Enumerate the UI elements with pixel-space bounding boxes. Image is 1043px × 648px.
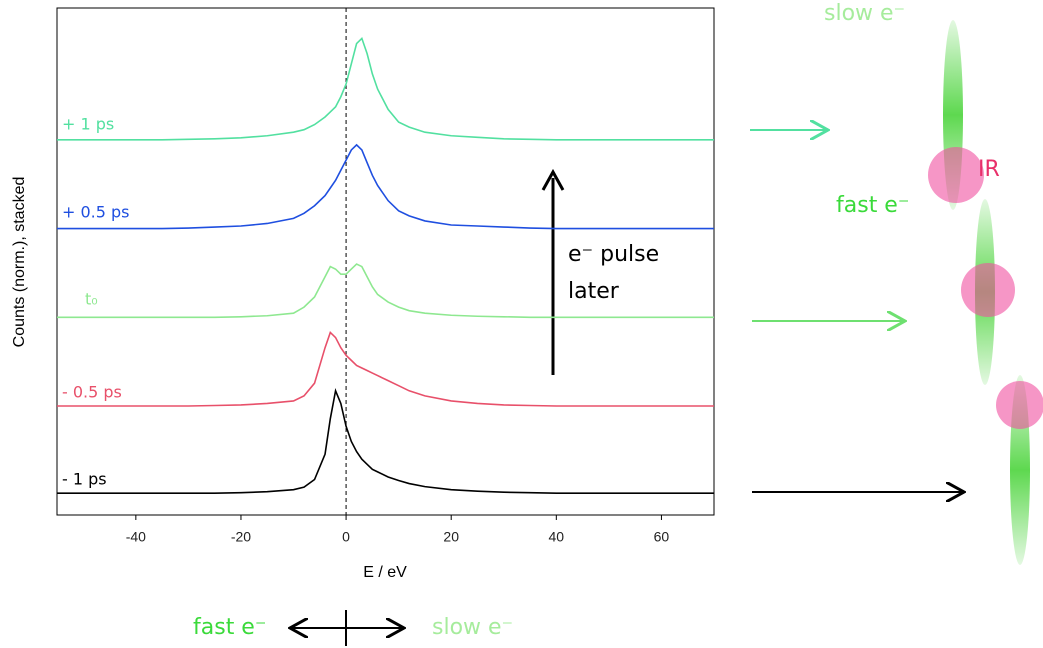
spectrum: [57, 36, 714, 141]
annotation: later: [568, 279, 620, 304]
x-tick-label: -20: [231, 529, 251, 545]
y-axis-label: Counts (norm.), stacked: [11, 177, 28, 348]
ir-pulse: [928, 147, 984, 203]
fast-label: fast e⁻: [836, 193, 909, 218]
series-label: - 0.5 ps: [62, 383, 122, 402]
spectrum: [57, 331, 714, 407]
x-tick-label: 60: [654, 529, 670, 545]
x-tick-label: 20: [443, 529, 459, 545]
ir-pulse: [961, 263, 1015, 317]
x-axis-label: E / eV: [363, 564, 407, 581]
slow-label: slow e⁻: [432, 615, 513, 640]
x-tick-label: 40: [549, 529, 565, 545]
slow-label: slow e⁻: [824, 1, 905, 26]
series-label: + 0.5 ps: [62, 203, 130, 222]
ir-pulse: [996, 381, 1043, 429]
ir-label: IR: [978, 157, 1000, 182]
x-tick-label: -40: [126, 529, 146, 545]
fast-label: fast e⁻: [193, 615, 266, 640]
spectrum: [57, 143, 714, 230]
x-tick-label: 0: [342, 529, 350, 545]
spectrum: [57, 387, 714, 494]
series-label: - 1 ps: [62, 470, 107, 489]
annotation: e⁻ pulse: [568, 242, 659, 267]
plot-frame: [56, 7, 715, 516]
series-label: + 1 ps: [62, 115, 114, 134]
later-arrow-head: [541, 168, 565, 191]
spectrum: [57, 263, 714, 319]
series-label: t₀: [85, 290, 98, 309]
